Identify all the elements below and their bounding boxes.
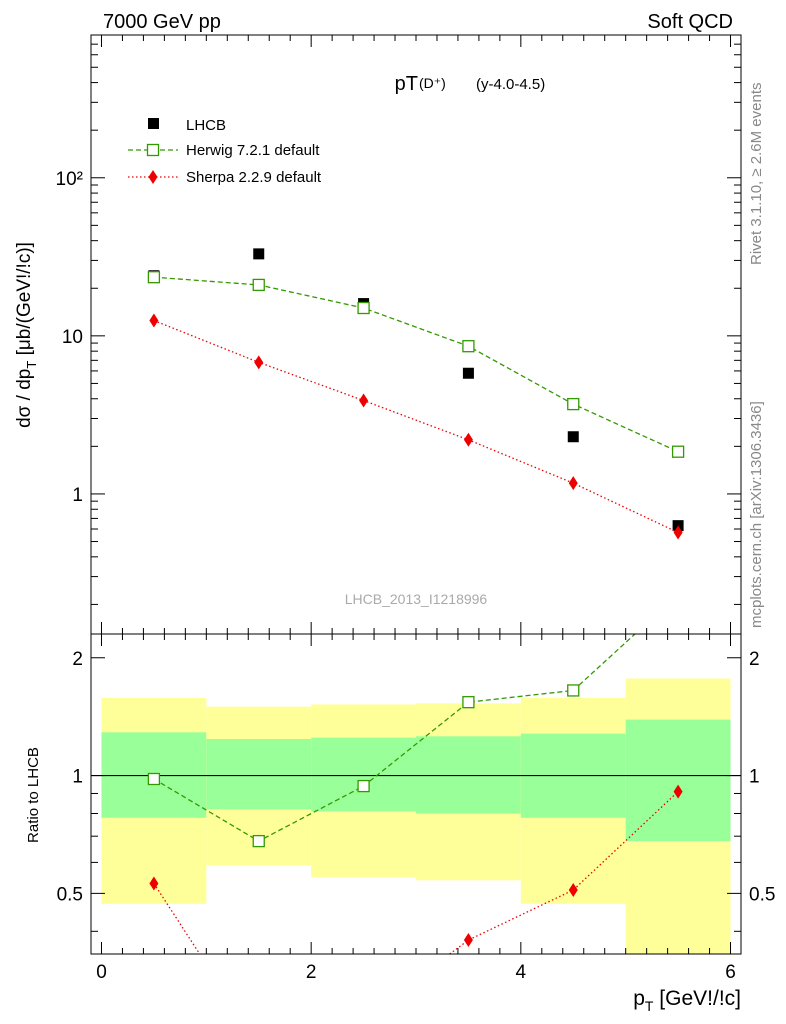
herwig-ratio-line [153,634,636,842]
sherpa-top-point [149,313,159,328]
herwig-top-point [252,278,265,292]
uncertainty-band-inner [416,736,521,814]
svg-text:pT [GeV!/!c]: pT [GeV!/!c] [633,987,741,1014]
legend-label-sherpa: Sherpa 2.2.9 default [186,169,322,186]
herwig-ratio-point [567,684,580,697]
legend-label-herwig: Herwig 7.2.1 default [186,142,320,159]
x-tick-label: 2 [306,962,317,983]
ratio-y-tick-label: 2 [72,649,83,670]
plot-title-range: (y-4.0-4.5) [476,76,545,93]
herwig-ratio-point [357,779,370,793]
uncertainty-band-inner [625,719,731,842]
sherpa-top-line [153,319,679,534]
sherpa-top-point [463,432,473,447]
herwig-ratio-point [462,696,475,709]
uncertainty-band-inner [206,739,312,810]
lhcb-top-point [567,431,579,443]
herwig-ratio-point [252,834,265,848]
sherpa-top-point [359,393,369,408]
herwig-top-point [462,340,475,353]
y-axis-label-ratio: Ratio to LHCB [25,747,42,843]
rivet-version-text: Rivet 3.1.10, ≥ 2.6M events [748,83,765,266]
y-axis-label-top: dσ / dpT [μb/(GeV!/!c)] [14,242,39,428]
legend-marker-herwig [146,143,160,157]
herwig-top-point [671,445,685,458]
x-tick-label: 0 [96,962,107,983]
sherpa-top-point [254,355,264,370]
uncertainty-band-inner [311,737,416,812]
sherpa-ratio-point [463,933,473,948]
ratio-y-tick-label-right: 0.5 [749,884,775,905]
svg-text:dσ / dpT [μb/(GeV!/!c)]: dσ / dpT [μb/(GeV!/!c)] [14,242,39,428]
ratio-y-tick-label-right: 1 [749,767,760,788]
herwig-top-point [357,301,370,315]
legend-marker-lhcb [148,118,159,129]
x-axis-label: pT [GeV!/!c] [633,987,741,1014]
ratio-plot-panel: 0.5 0.5 1 1 2 2 0 2 4 6 Ratio to LHCB pT [GeV!/!… [25,589,775,1024]
y-tick-label: 10² [56,169,83,190]
legend: LHCB Herwig 7.2.1 default Sherpa 2.2.9 d… [128,117,322,186]
legend-label-lhcb: LHCB [186,117,226,134]
analysis-watermark: LHCB_2013_I1218996 [345,591,488,607]
x-tick-label: 4 [516,962,527,983]
ratio-y-tick-label: 0.5 [57,884,83,905]
plot-title-particle: (D⁺) [419,75,446,91]
sherpa-top-point [673,525,683,540]
main-plot-panel: 1 10 10² pT (D⁺) (y-4.0-4.5) LHCB_2013_I12… [14,34,742,635]
lhcb-top-point [253,248,265,260]
herwig-top-point [567,397,580,411]
sherpa-ratio-point [673,784,683,799]
x-tick-label: 6 [725,962,736,983]
herwig-top-point [147,271,161,284]
sherpa-ratio-point [149,876,159,891]
y-tick-label: 1 [72,485,83,506]
sherpa-ratio-point [568,883,578,898]
lhcb-top-point [462,367,474,379]
header-right: Soft QCD [647,11,733,33]
mcplots-text: mcplots.cern.ch [arXiv:1306.3436] [748,401,765,628]
ratio-y-tick-label: 1 [72,767,83,788]
legend-marker-sherpa [148,170,158,184]
plot-title-main: pT [395,73,418,95]
herwig-top-line [153,276,679,453]
sherpa-top-point [568,476,578,491]
y-tick-label: 10 [62,327,83,348]
header-left: 7000 GeV pp [103,11,221,33]
herwig-ratio-point [147,772,161,786]
ratio-y-tick-label-right: 2 [749,649,760,670]
herwig-ratio-point [673,589,684,600]
sherpa-ratio-point [359,1011,368,1024]
